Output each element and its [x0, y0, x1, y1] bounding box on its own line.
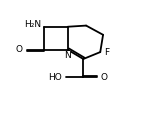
Text: F: F: [105, 48, 110, 57]
Text: HO: HO: [48, 73, 62, 82]
Text: O: O: [100, 73, 107, 82]
Text: H₂N: H₂N: [24, 20, 41, 29]
Text: N: N: [64, 51, 71, 60]
Text: O: O: [16, 45, 23, 54]
